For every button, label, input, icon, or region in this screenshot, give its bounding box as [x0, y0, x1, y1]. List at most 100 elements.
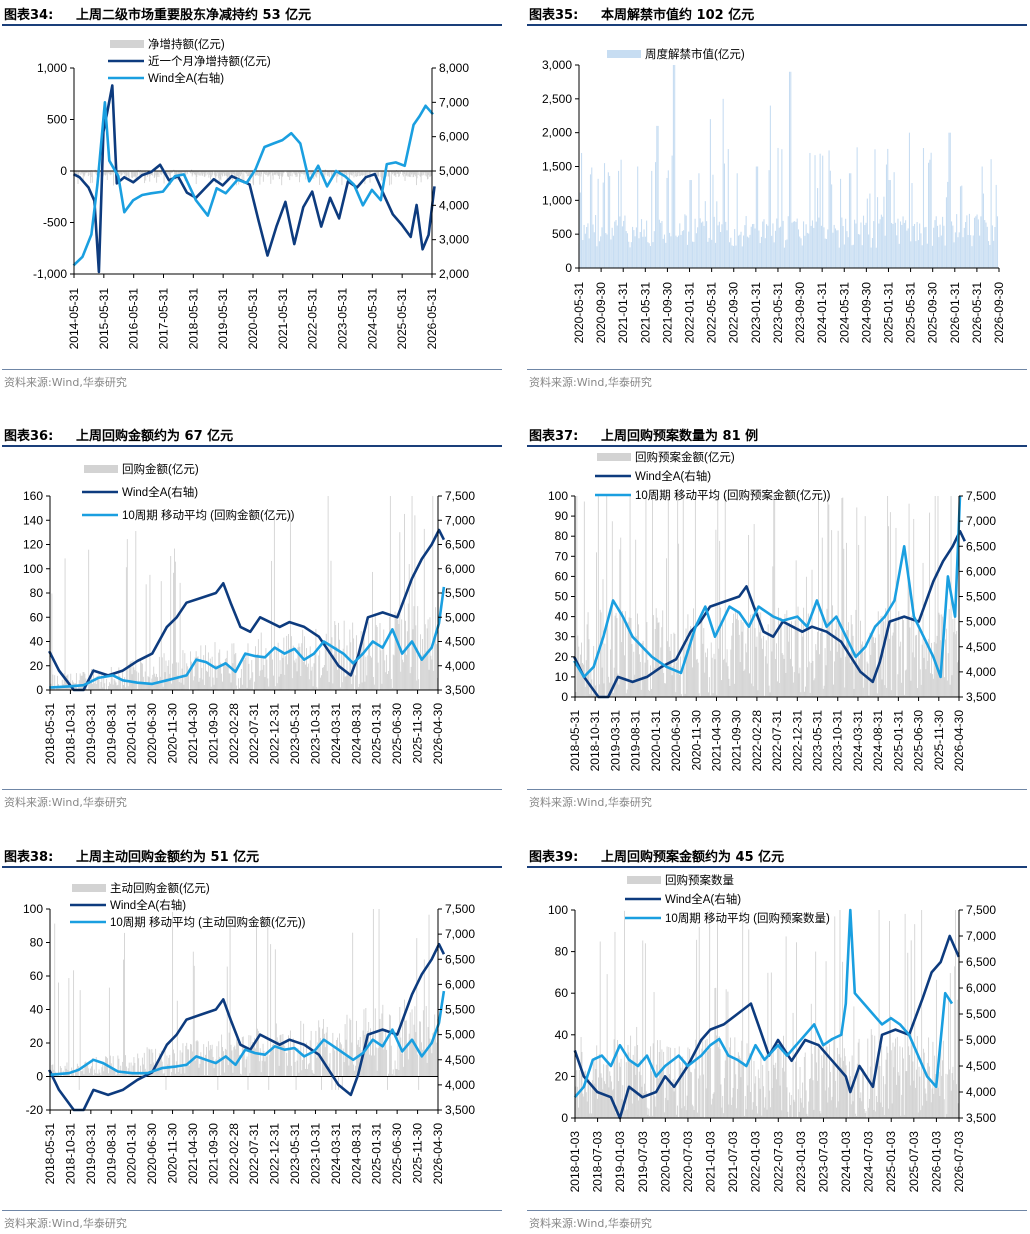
bar — [895, 1038, 897, 1118]
bar — [185, 171, 187, 176]
bar — [834, 916, 836, 1118]
bar — [716, 694, 718, 697]
bar — [739, 1058, 741, 1118]
bar — [838, 1054, 840, 1118]
bar — [924, 1088, 926, 1118]
bar — [774, 230, 777, 268]
bar — [892, 632, 894, 697]
bar — [75, 1068, 77, 1077]
bar — [737, 235, 740, 268]
bar — [720, 1084, 722, 1118]
bar — [613, 1039, 615, 1118]
bar — [219, 1056, 221, 1077]
bar — [831, 1096, 833, 1118]
bar — [938, 612, 940, 697]
bar — [868, 1107, 870, 1118]
bar — [249, 1073, 251, 1077]
bar — [896, 1036, 898, 1118]
bar — [934, 220, 936, 268]
bar — [91, 669, 92, 690]
x-tick-label: 2018-05-31 — [568, 710, 582, 772]
bar — [226, 171, 228, 176]
chart-source: 资料来源:Wind,华泰研究 — [529, 796, 652, 809]
bar — [397, 171, 399, 174]
bar — [264, 677, 266, 690]
bar — [339, 1033, 340, 1077]
bar — [683, 643, 685, 697]
bar — [722, 1095, 724, 1118]
bar — [411, 171, 413, 175]
bar — [667, 170, 669, 268]
bar — [770, 972, 772, 1118]
x-tick-label: 2018-05-31 — [43, 1123, 57, 1185]
bar — [727, 149, 729, 268]
bar — [954, 232, 956, 268]
bar — [729, 685, 731, 697]
bar — [755, 646, 757, 697]
bar — [66, 1062, 68, 1077]
bar — [900, 1115, 902, 1118]
bar — [696, 658, 698, 697]
bar — [637, 613, 638, 697]
bar — [393, 171, 395, 176]
bar — [788, 71, 791, 268]
bar — [171, 171, 173, 173]
bar — [950, 1090, 952, 1118]
legend-label: 周度解禁市值(亿元) — [645, 47, 745, 61]
bar — [84, 171, 86, 175]
bar — [318, 655, 320, 690]
bar — [724, 1060, 726, 1118]
bar — [375, 1047, 377, 1077]
bar — [305, 171, 307, 180]
bar — [391, 171, 393, 175]
bar — [220, 662, 222, 690]
bar — [406, 171, 408, 176]
bar — [717, 1047, 719, 1118]
bar — [412, 171, 414, 178]
bar — [796, 218, 798, 268]
x-tick-label: 2024-09-30 — [859, 282, 873, 344]
bar — [707, 241, 709, 268]
bar — [831, 530, 833, 697]
bar — [124, 932, 125, 1077]
bar — [112, 684, 114, 690]
bar — [191, 169, 193, 171]
bar — [936, 1086, 938, 1118]
bar — [838, 247, 840, 268]
bar — [769, 1090, 771, 1118]
bar — [651, 689, 652, 697]
bar — [592, 224, 594, 268]
bar — [282, 171, 284, 174]
y2-tick-label: 6,000 — [966, 981, 996, 995]
bar — [311, 1070, 313, 1077]
bar — [246, 171, 248, 174]
bar — [720, 607, 722, 697]
bar — [663, 234, 666, 268]
bar — [634, 1046, 636, 1118]
bar — [735, 618, 737, 697]
bar — [664, 683, 666, 697]
bar — [191, 171, 193, 177]
bar — [331, 171, 333, 178]
bar — [678, 543, 680, 697]
y-tick-label: 2,000 — [542, 126, 572, 140]
x-tick-label: 2022-12-31 — [268, 1123, 282, 1185]
bar — [229, 171, 230, 180]
bar — [785, 936, 787, 1118]
bar — [60, 1067, 62, 1077]
bar — [986, 226, 988, 268]
bar — [853, 1006, 855, 1118]
y-tick-label: 160 — [23, 489, 43, 503]
bar — [745, 216, 747, 268]
bar — [90, 683, 91, 690]
bar — [878, 223, 880, 268]
bar — [582, 240, 584, 268]
bar — [157, 1059, 158, 1077]
bar — [74, 171, 76, 174]
bar — [52, 674, 54, 690]
bar — [51, 593, 53, 690]
bar — [274, 949, 276, 1077]
bar — [202, 1058, 204, 1077]
bar — [635, 1074, 637, 1118]
bar — [642, 236, 644, 268]
